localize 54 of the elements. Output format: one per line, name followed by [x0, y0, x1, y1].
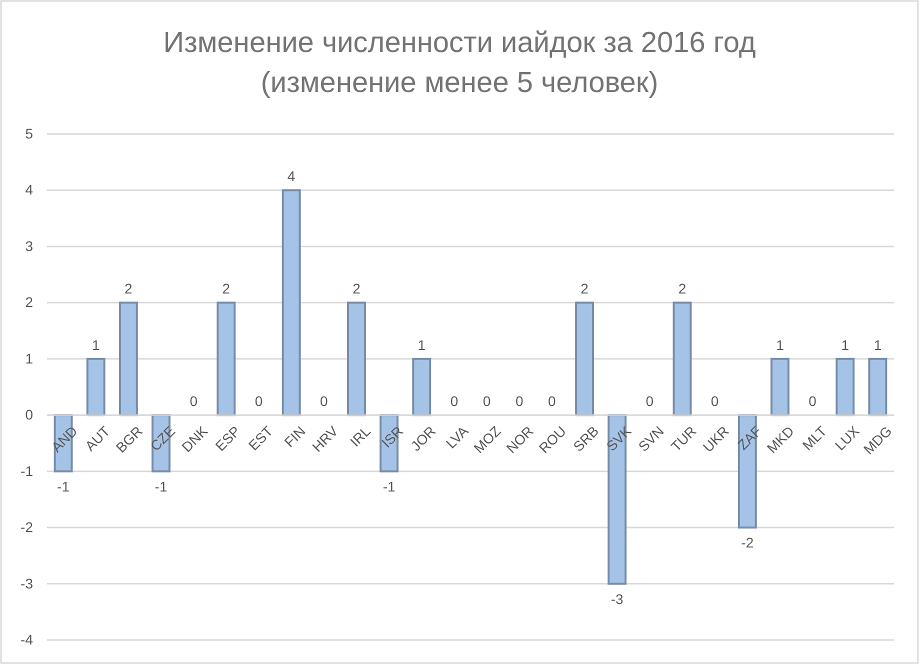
y-tick-label: 5 — [25, 125, 34, 142]
data-label: 2 — [580, 280, 589, 297]
data-label: 0 — [515, 393, 524, 410]
data-label: 0 — [646, 393, 654, 410]
chart-title: Изменение численности иайдок за 2016 год (изменение менее 5 человек) — [163, 27, 756, 99]
bar — [738, 414, 757, 529]
y-tick-label: 2 — [25, 294, 34, 310]
data-label: 1 — [841, 336, 850, 353]
data-label: 4 — [287, 168, 296, 184]
bar — [216, 302, 236, 416]
data-label: 2 — [352, 280, 361, 297]
data-label: 0 — [190, 393, 198, 410]
data-label: 0 — [320, 393, 328, 410]
bar — [86, 358, 106, 416]
data-label: 1 — [92, 336, 100, 353]
data-label: 1 — [418, 336, 426, 353]
bar — [770, 358, 790, 416]
y-tick-label: 3 — [25, 238, 34, 254]
bar — [282, 189, 301, 416]
x-tick-label: LVA — [442, 422, 472, 452]
data-label: 2 — [124, 280, 133, 297]
x-tick-label: TUR — [668, 422, 700, 455]
bar — [836, 358, 855, 416]
bar — [412, 358, 432, 416]
bar — [118, 302, 138, 416]
y-tick-label: -3 — [20, 575, 34, 592]
data-label: 0 — [482, 393, 491, 410]
data-label: 0 — [450, 393, 458, 410]
data-label: 1 — [874, 336, 882, 353]
data-label: -1 — [57, 478, 70, 494]
data-label: -1 — [382, 478, 396, 494]
data-label: -1 — [154, 478, 168, 494]
data-label: -3 — [610, 590, 624, 607]
x-tick-label: IRL — [346, 422, 374, 450]
x-tick-label: ISR — [378, 422, 406, 451]
bar — [672, 302, 692, 416]
y-tick-label: 0 — [25, 406, 34, 423]
bar — [868, 358, 888, 416]
data-label: -2 — [741, 534, 754, 551]
y-tick-label: -1 — [20, 462, 34, 479]
y-tick-label: 1 — [25, 350, 34, 366]
data-label: 0 — [254, 393, 263, 410]
x-tick-label: FIN — [281, 422, 308, 450]
data-label: 0 — [808, 393, 817, 410]
bar — [347, 302, 366, 416]
y-tick-label: -4 — [20, 631, 34, 648]
data-label: 1 — [776, 336, 784, 353]
data-label: 2 — [678, 280, 686, 297]
data-label: 2 — [222, 280, 230, 297]
y-tick-label: -2 — [20, 519, 34, 536]
bar — [575, 302, 594, 416]
y-tick-label: 4 — [25, 182, 34, 198]
data-label: 0 — [548, 393, 556, 410]
data-label: 0 — [710, 393, 719, 410]
